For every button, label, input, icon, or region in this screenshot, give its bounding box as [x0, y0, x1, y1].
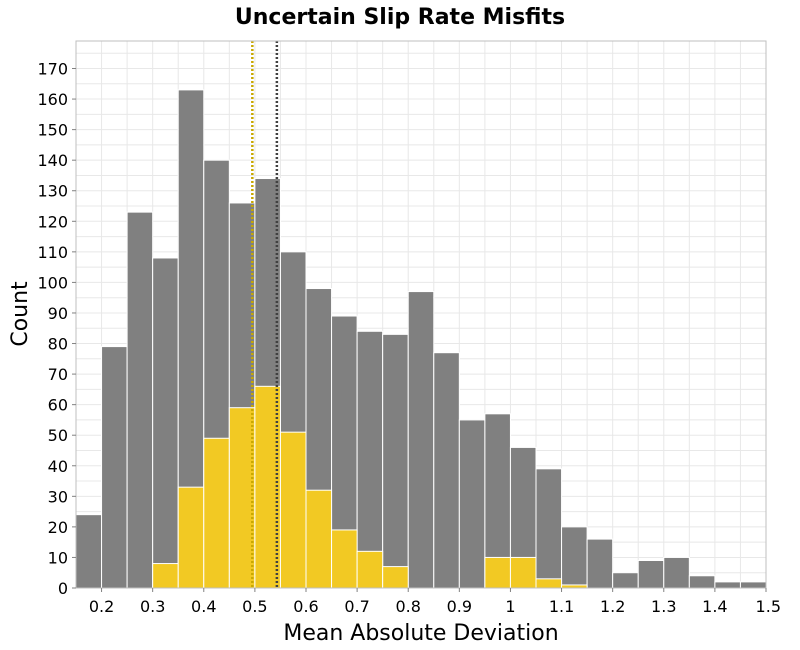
bar-series-1: [356, 330, 384, 589]
y-tick-label: 90: [48, 304, 68, 323]
x-tick-label: 0.3: [140, 597, 165, 616]
bar-series-2: [535, 578, 563, 589]
y-tick-label: 40: [48, 457, 68, 476]
x-tick-label: 1.5: [756, 597, 781, 616]
y-tick-label: 60: [48, 396, 68, 415]
bar-series-1: [714, 581, 741, 589]
x-tick-label: 1.2: [600, 597, 625, 616]
bar-series-1: [637, 559, 665, 589]
y-tick-label: 50: [48, 426, 68, 445]
bar-series-1: [561, 526, 588, 589]
y-tick-label: 160: [37, 90, 68, 109]
bar-series-1: [152, 257, 179, 589]
y-tick-label: 110: [37, 243, 68, 262]
x-axis-label: Mean Absolute Deviation: [283, 621, 558, 646]
bars: [75, 89, 767, 589]
x-tick-label: 0.8: [395, 597, 420, 616]
bar-series-1: [75, 514, 103, 589]
bar-series-2: [382, 566, 409, 589]
x-tick-label: 0.4: [191, 597, 216, 616]
bar-series-2: [356, 550, 384, 589]
bar-series-2: [152, 563, 179, 589]
bar-series-2: [177, 486, 205, 589]
x-tick-label: 1.4: [702, 597, 727, 616]
bar-series-1: [126, 211, 154, 589]
bar-series-1: [382, 333, 409, 589]
y-tick-label: 100: [37, 273, 68, 292]
y-axis-ticks: 0 10 20 30 40 50 60 70 80 90 100 110 120 130 140 150 160…: [37, 60, 76, 598]
bar-series-1: [739, 581, 767, 589]
y-tick-label: 10: [48, 548, 68, 567]
y-tick-label: 20: [48, 518, 68, 537]
y-tick-label: 140: [37, 151, 68, 170]
x-tick-label: 0.5: [242, 597, 267, 616]
bar-series-2: [331, 529, 358, 589]
x-tick-label: 0.9: [447, 597, 472, 616]
bar-series-1: [535, 468, 563, 589]
y-tick-label: 170: [37, 60, 68, 79]
y-tick-label: 30: [48, 487, 68, 506]
bar-series-1: [612, 572, 639, 589]
bar-series-2: [203, 437, 230, 589]
y-tick-label: 80: [48, 335, 68, 354]
reference-lines: [251, 41, 279, 588]
bar-series-2: [509, 556, 537, 589]
x-tick-label: 0.6: [293, 597, 318, 616]
y-tick-label: 130: [37, 182, 68, 201]
y-tick-label: 150: [37, 121, 68, 140]
bar-series-2: [484, 556, 511, 589]
bar-series-1: [663, 556, 690, 589]
bar-series-1: [101, 346, 128, 589]
bar-series-1: [433, 352, 460, 589]
y-axis-label: Count: [8, 281, 33, 347]
bar-series-1: [458, 419, 486, 589]
bar-series-1: [688, 575, 716, 589]
plot-frame: [75, 40, 767, 589]
x-axis-ticks: 0.2 0.3 0.4 0.5 0.6 0.7 0.8 0.9 1 1.1 1.2 1.3 1.4 1.5: [89, 588, 781, 616]
bar-series-2: [279, 431, 307, 589]
x-tick-label: 1: [505, 597, 515, 616]
y-tick-label: 70: [48, 365, 68, 384]
bar-series-1: [407, 291, 435, 589]
chart-title: Uncertain Slip Rate Misfits: [235, 5, 565, 30]
x-tick-label: 0.7: [344, 597, 369, 616]
bar-series-2: [228, 407, 256, 589]
bar-series-1: [586, 538, 614, 589]
x-tick-label: 0.2: [89, 597, 114, 616]
y-tick-label: 0: [58, 579, 68, 598]
x-tick-label: 1.3: [651, 597, 676, 616]
y-tick-label: 120: [37, 212, 68, 231]
bar-series-2: [305, 489, 333, 589]
x-tick-label: 1.1: [549, 597, 574, 616]
